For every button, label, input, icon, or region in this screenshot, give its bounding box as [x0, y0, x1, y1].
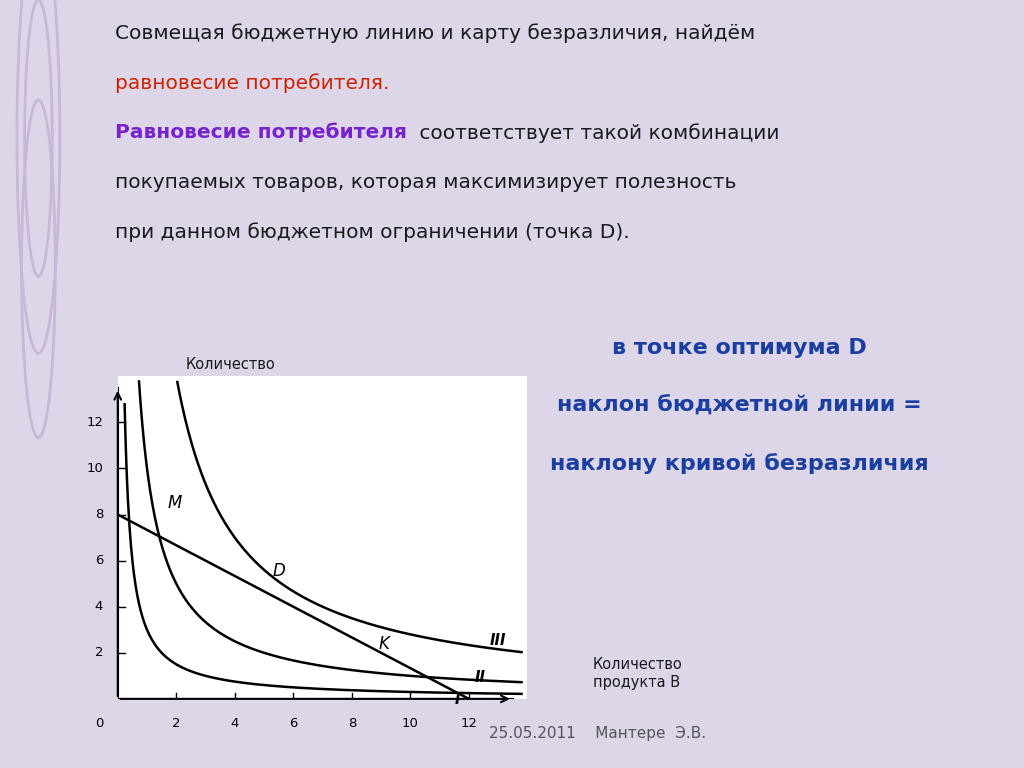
Text: III: III: [489, 634, 506, 648]
Text: 12: 12: [461, 717, 477, 730]
Text: в точке оптимума D: в точке оптимума D: [612, 338, 867, 358]
Text: Равновесие потребителя: Равновесие потребителя: [115, 123, 407, 142]
Text: Количество
продукта А: Количество продукта А: [185, 357, 275, 391]
Text: соответствует такой комбинации: соответствует такой комбинации: [413, 123, 779, 143]
Text: 8: 8: [95, 508, 103, 521]
Text: наклону кривой безразличия: наклону кривой безразличия: [551, 453, 929, 474]
Text: при данном бюджетном ограничении (точка D).: при данном бюджетном ограничении (точка …: [115, 223, 630, 243]
Text: M: M: [168, 495, 182, 512]
Text: Количество
продукта B: Количество продукта B: [593, 657, 683, 690]
Text: Совмещая бюджетную линию и карту безразличия, найдём: Совмещая бюджетную линию и карту безразл…: [115, 23, 755, 43]
Text: D: D: [272, 562, 286, 581]
Text: 4: 4: [230, 717, 239, 730]
Text: 8: 8: [347, 717, 356, 730]
Text: покупаемых товаров, которая максимизирует полезность: покупаемых товаров, которая максимизируе…: [115, 173, 736, 192]
Text: 6: 6: [95, 554, 103, 567]
Text: 2: 2: [94, 647, 103, 659]
Text: 10: 10: [86, 462, 103, 475]
Text: II: II: [475, 670, 485, 685]
Text: 6: 6: [289, 717, 298, 730]
Text: 2: 2: [172, 717, 180, 730]
Text: наклон бюджетной линии =: наклон бюджетной линии =: [557, 396, 923, 415]
Text: 25.05.2011    Мантере  Э.В.: 25.05.2011 Мантере Э.В.: [489, 726, 707, 741]
Text: 4: 4: [95, 601, 103, 613]
Text: равновесие потребителя.: равновесие потребителя.: [115, 73, 389, 93]
Text: 12: 12: [86, 416, 103, 429]
Text: K: K: [379, 635, 390, 653]
Text: 10: 10: [401, 717, 419, 730]
Text: I: I: [455, 692, 460, 707]
Text: 0: 0: [95, 717, 103, 730]
